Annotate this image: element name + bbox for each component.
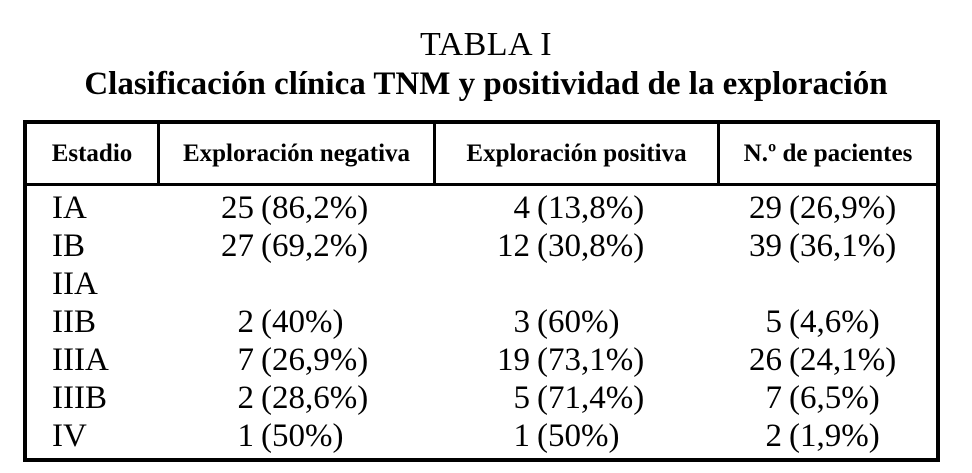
value-percent: (24,1%)	[789, 342, 897, 378]
cell-exploracion-negativa	[160, 265, 436, 303]
value-count: 1	[237, 418, 255, 454]
value-percent: (36,1%)	[789, 228, 897, 264]
value-count: 29	[749, 190, 782, 226]
cell-exploracion-positiva: 12 (30,8%)	[436, 227, 720, 265]
value-count: 4	[513, 190, 531, 226]
cell-n-pacientes: 26 (24,1%)	[720, 341, 936, 379]
cell-n-pacientes: 5 (4,6%)	[720, 303, 936, 341]
column-header-estadio: Estadio	[27, 124, 160, 183]
cell-exploracion-positiva: 5 (71,4%)	[436, 379, 720, 417]
value-percent	[782, 266, 789, 302]
cell-exploracion-negativa: 2 (40%)	[160, 303, 436, 341]
cell-estadio: IB	[52, 228, 85, 264]
value-count: 3	[513, 304, 531, 340]
cell-n-pacientes: 29 (26,9%)	[720, 189, 936, 227]
cell-exploracion-negativa: 7 (26,9%)	[160, 341, 436, 379]
value-percent: (50%)	[537, 418, 620, 454]
value-count: 7	[765, 380, 783, 416]
value-percent: (13,8%)	[537, 190, 645, 226]
cell-estadio: IV	[52, 418, 87, 454]
column-header-exploracion-positiva: Exploración positiva	[436, 124, 720, 183]
value-percent: (1,9%)	[789, 418, 880, 454]
column-header-n-pacientes: N.º de pacientes	[743, 139, 913, 167]
value-percent: (69,2%)	[261, 228, 369, 264]
page-title: TABLA I	[419, 26, 553, 63]
table-row: IB 27 (69,2%) 12 (30,8%) 39 (36,1%)	[27, 227, 936, 265]
cell-exploracion-negativa: 27 (69,2%)	[160, 227, 436, 265]
cell-exploracion-positiva: 19 (73,1%)	[436, 341, 720, 379]
cell-estadio: IIB	[52, 304, 96, 340]
value-percent: (30,8%)	[537, 228, 645, 264]
cell-estadio: IIA	[52, 266, 98, 302]
cell-estadio: IIIB	[52, 380, 107, 416]
table-row: IIIA 7 (26,9%) 19 (73,1%) 26 (24,1%)	[27, 341, 936, 379]
value-count: 5	[765, 304, 783, 340]
table-row: IIA	[27, 265, 936, 303]
cell-estadio: IA	[52, 190, 87, 226]
value-percent: (6,5%)	[789, 380, 880, 416]
value-count: 1	[513, 418, 531, 454]
value-percent: (60%)	[537, 304, 620, 340]
value-count: 2	[765, 418, 783, 454]
value-count: 26	[749, 342, 782, 378]
value-count: 39	[749, 228, 782, 264]
table-row: IA 25 (86,2%) 4 (13,8%) 29 (26,9%)	[27, 189, 936, 227]
table-caption: TABLA I Clasificación clínica TNM y posi…	[0, 26, 972, 104]
cell-exploracion-negativa: 1 (50%)	[160, 417, 436, 455]
cell-exploracion-positiva: 4 (13,8%)	[436, 189, 720, 227]
cell-exploracion-positiva	[436, 265, 720, 303]
value-percent: (28,6%)	[261, 380, 369, 416]
value-percent	[254, 266, 261, 302]
cell-estadio: IIIA	[52, 342, 109, 378]
table-row: IIB 2 (40%) 3 (60%) 5 (4,6%)	[27, 303, 936, 341]
column-header-exploracion-negativa: Exploración negativa	[160, 124, 436, 183]
table-header-row: Estadio Exploración negativa Exploración…	[27, 124, 936, 186]
cell-exploracion-positiva: 3 (60%)	[436, 303, 720, 341]
cell-exploracion-negativa: 25 (86,2%)	[160, 189, 436, 227]
value-percent: (26,9%)	[261, 342, 369, 378]
value-percent: (73,1%)	[537, 342, 645, 378]
value-percent: (26,9%)	[789, 190, 897, 226]
cell-n-pacientes: 7 (6,5%)	[720, 379, 936, 417]
value-count: 19	[497, 342, 530, 378]
value-count: 27	[221, 228, 254, 264]
value-count: 12	[497, 228, 530, 264]
value-count: 2	[237, 380, 255, 416]
data-table: Estadio Exploración negativa Exploración…	[23, 120, 940, 462]
cell-n-pacientes	[720, 265, 936, 303]
value-percent	[530, 266, 537, 302]
value-count: 5	[513, 380, 531, 416]
value-count: 7	[237, 342, 255, 378]
cell-n-pacientes: 39 (36,1%)	[720, 227, 936, 265]
cell-n-pacientes: 2 (1,9%)	[720, 417, 936, 455]
value-percent: (71,4%)	[537, 380, 645, 416]
table-body: IA 25 (86,2%) 4 (13,8%) 29 (26,9%) IB 27 (69…	[27, 186, 936, 455]
value-percent: (50%)	[261, 418, 344, 454]
value-count: 25	[221, 190, 254, 226]
table-row: IV 1 (50%) 1 (50%) 2 (1,9%)	[27, 417, 936, 455]
value-percent: (4,6%)	[789, 304, 880, 340]
value-count: 2	[237, 304, 255, 340]
value-percent: (40%)	[261, 304, 344, 340]
cell-exploracion-positiva: 1 (50%)	[436, 417, 720, 455]
table-subtitle: Clasificación clínica TNM y positividad …	[84, 66, 888, 102]
cell-exploracion-negativa: 2 (28,6%)	[160, 379, 436, 417]
table-row: IIIB 2 (28,6%) 5 (71,4%) 7 (6,5%)	[27, 379, 936, 417]
value-percent: (86,2%)	[261, 190, 369, 226]
